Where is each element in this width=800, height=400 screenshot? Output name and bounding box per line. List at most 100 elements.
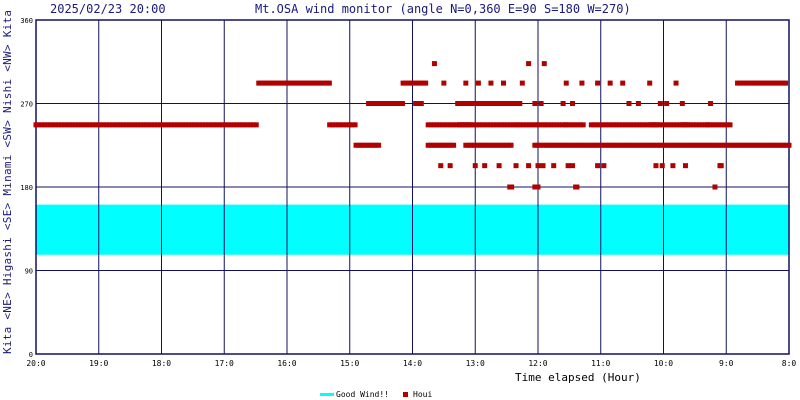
houi-point: [341, 122, 347, 128]
houi-point: [318, 80, 324, 86]
houi-point: [591, 122, 597, 128]
houi-point: [233, 122, 239, 128]
houi-point: [749, 80, 755, 86]
houi-point: [58, 122, 64, 128]
houi-point: [180, 122, 186, 128]
legend-houi-swatch: [403, 392, 408, 397]
houi-point: [690, 142, 696, 148]
y-tick-label: 360: [20, 17, 33, 25]
houi-point: [236, 122, 242, 128]
legend: Good Wind!! Houi: [320, 390, 432, 399]
houi-point: [611, 122, 617, 128]
houi-point: [591, 142, 597, 148]
houi-point: [551, 122, 557, 128]
houi-point: [735, 80, 741, 86]
houi-point: [338, 122, 344, 128]
houi-point: [545, 122, 551, 128]
houi-point: [413, 101, 419, 106]
houi-point: [493, 122, 499, 128]
houi-point: [569, 142, 575, 148]
side-label-group: Kita <NE> Higashi <SE> Minami <SW> Nishi…: [1, 10, 14, 354]
houi-point: [608, 122, 614, 128]
houi-point: [349, 122, 355, 128]
houi-point: [353, 142, 359, 148]
houi-point: [309, 80, 315, 86]
houi-point: [642, 142, 648, 148]
houi-point: [605, 142, 611, 148]
houi-point: [505, 122, 511, 128]
houi-point: [485, 101, 491, 106]
houi-point: [367, 142, 373, 148]
houi-point: [532, 184, 538, 190]
houi-point: [468, 142, 474, 148]
houi-point: [455, 101, 461, 106]
houi-point: [766, 80, 772, 86]
houi-point: [152, 122, 158, 128]
houi-point: [445, 122, 451, 128]
houi-point: [344, 122, 350, 128]
houi-point: [622, 142, 628, 148]
houi-point: [600, 122, 606, 128]
houi-point: [496, 163, 502, 169]
houi-point: [476, 122, 482, 128]
houi-point: [775, 142, 781, 148]
houi-point: [727, 122, 733, 128]
houi-point: [200, 122, 206, 128]
houi-point: [185, 122, 191, 128]
houi-point: [510, 122, 516, 128]
houi-point: [735, 142, 741, 148]
houi-point: [535, 184, 541, 190]
houi-point: [755, 142, 761, 148]
houi-point: [526, 122, 532, 128]
houi-point: [614, 142, 620, 148]
houi-point: [278, 80, 284, 86]
houi-point: [281, 80, 287, 86]
x-tick-label: 8:0: [782, 359, 797, 368]
houi-point: [377, 101, 383, 106]
houi-point: [611, 142, 617, 148]
houi-point: [719, 122, 725, 128]
houi-point: [758, 142, 764, 148]
houi-point: [256, 80, 262, 86]
houi-point: [746, 80, 752, 86]
houi-point: [579, 80, 585, 86]
houi-point: [538, 142, 544, 148]
houi-point: [656, 122, 662, 128]
houi-point: [417, 80, 423, 86]
houi-point: [713, 122, 719, 128]
houi-point: [761, 142, 767, 148]
houi-point: [188, 122, 194, 128]
houi-point: [668, 122, 674, 128]
houi-point: [329, 122, 335, 128]
houi-point: [388, 101, 394, 106]
houi-point: [626, 101, 632, 106]
houi-point: [752, 142, 758, 148]
houi-point: [704, 142, 710, 148]
houi-point: [491, 142, 497, 148]
houi-point: [653, 142, 659, 148]
houi-point: [538, 101, 544, 106]
houi-point: [502, 142, 508, 148]
houi-point: [560, 101, 566, 106]
houi-point: [98, 122, 104, 128]
houi-point: [625, 122, 631, 128]
houi-point: [777, 80, 783, 86]
houi-point: [104, 122, 110, 128]
houi-point: [577, 122, 583, 128]
houi-point: [682, 122, 688, 128]
houi-point: [431, 61, 437, 67]
houi-point: [523, 122, 529, 128]
houi-point: [364, 142, 370, 148]
houi-point: [106, 122, 112, 128]
houi-point: [671, 122, 677, 128]
datetime-text: 2025/02/23 20:00: [50, 2, 166, 16]
houi-point: [374, 101, 380, 106]
grid-layer: [35, 19, 790, 355]
houi-point: [730, 142, 736, 148]
houi-point: [565, 163, 571, 169]
houi-point: [594, 142, 600, 148]
houi-point: [489, 101, 495, 106]
houi-point: [414, 80, 420, 86]
houi-point: [517, 101, 523, 106]
houi-point: [332, 122, 338, 128]
